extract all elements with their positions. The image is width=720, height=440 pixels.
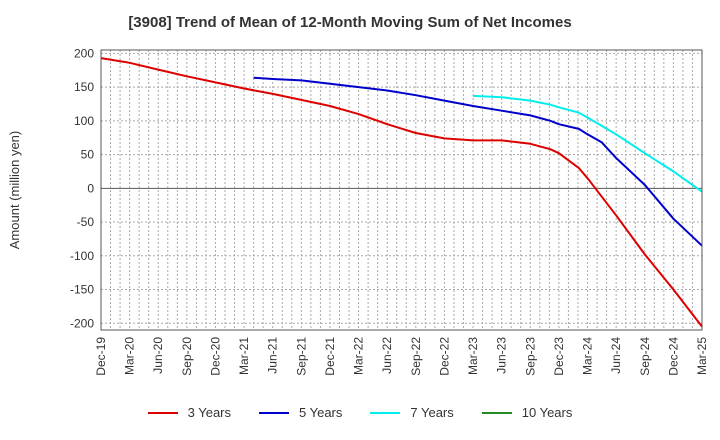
x-tick-label: Jun-22 xyxy=(380,337,394,374)
legend-swatch xyxy=(147,411,178,414)
x-tick-label: Dec-19 xyxy=(94,337,108,376)
y-tick-label: -150 xyxy=(70,283,94,297)
x-tick-label: Mar-23 xyxy=(466,337,480,375)
x-tick-label: Mar-22 xyxy=(352,337,366,375)
x-tick-label: Dec-23 xyxy=(552,337,566,376)
y-axis-title: Amount (million yen) xyxy=(7,131,22,250)
y-tick-label: 50 xyxy=(81,148,95,162)
x-tick-label: Dec-21 xyxy=(323,337,337,376)
legend-label: 10 Years xyxy=(521,405,573,420)
x-tick-label: Mar-21 xyxy=(237,337,251,375)
y-tick-label: -50 xyxy=(77,215,95,229)
legend-swatch xyxy=(370,411,401,414)
chart-title: [3908] Trend of Mean of 12-Month Moving … xyxy=(128,14,572,31)
x-tick-label: Jun-20 xyxy=(151,337,165,374)
legend-label: 5 Years xyxy=(299,405,343,420)
legend-label: 3 Years xyxy=(187,405,231,420)
y-tick-label: 150 xyxy=(74,80,94,94)
legend-item: 7 Years xyxy=(370,405,454,420)
x-tick-label: Dec-20 xyxy=(208,337,222,376)
x-tick-label: Mar-25 xyxy=(695,337,709,375)
x-tick-label: Sep-23 xyxy=(523,337,537,376)
y-tick-label: -100 xyxy=(70,249,94,263)
legend-item: 5 Years xyxy=(259,405,342,420)
legend-swatch xyxy=(481,411,512,414)
series-line-7-years xyxy=(472,94,703,193)
x-axis-ticks: Dec-19 Mar-20 Jun-20 Sep-20 Dec-20 Mar-21 Jun-… xyxy=(94,337,709,376)
x-tick-label: Mar-20 xyxy=(123,337,137,375)
x-tick-label: Sep-21 xyxy=(294,337,308,376)
x-tick-label: Jun-21 xyxy=(266,337,280,374)
x-tick-label: Jun-24 xyxy=(609,337,623,374)
legend-item: 10 Years xyxy=(481,405,573,420)
x-tick-label: Sep-22 xyxy=(409,337,423,376)
x-tick-label: Sep-24 xyxy=(638,337,652,376)
series-line-5-years xyxy=(253,76,703,247)
y-tick-label: 200 xyxy=(74,46,94,60)
series-lines xyxy=(100,57,703,328)
y-tick-label: 0 xyxy=(87,181,94,195)
x-tick-label: Dec-24 xyxy=(666,337,680,376)
legend-item: 3 Years xyxy=(147,405,231,420)
legend: 3 Years 5 Years 7 Years 10 Years xyxy=(0,405,720,420)
x-tick-label: Sep-20 xyxy=(180,337,194,376)
x-tick-label: Dec-22 xyxy=(437,337,451,376)
legend-swatch xyxy=(259,411,289,414)
legend-label: 7 Years xyxy=(410,405,454,420)
plot-frame xyxy=(100,49,703,331)
y-tick-label: -200 xyxy=(70,316,94,330)
chart-plot: 200 150 100 50 0 -50 -100 -150 -200 Dec-19 Mar-20… xyxy=(7,46,709,376)
y-tick-label: 100 xyxy=(74,114,94,128)
series-line-3-years xyxy=(100,57,703,328)
x-tick-label: Jun-23 xyxy=(495,337,509,374)
y-axis-ticks: 200 150 100 50 0 -50 -100 -150 -200 xyxy=(70,46,94,330)
x-tick-label: Mar-24 xyxy=(581,337,595,375)
